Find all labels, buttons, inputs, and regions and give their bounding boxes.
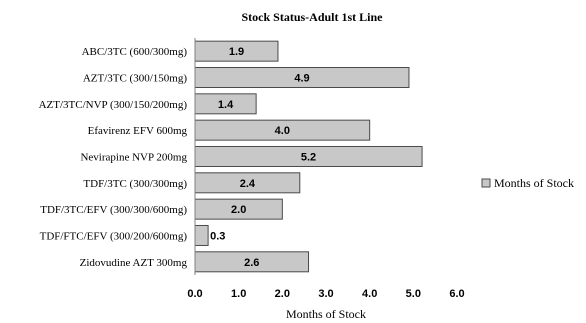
- category-label: AZT/3TC/NVP (300/150/200mg): [39, 99, 188, 111]
- category-label: TDF/3TC (300/300mg): [83, 178, 187, 190]
- legend-label: Months of Stock: [494, 176, 574, 190]
- chart-title: Stock Status-Adult 1st Line: [241, 10, 383, 24]
- data-label: 2.4: [240, 178, 256, 190]
- category-label: Efavirenz EFV 600mg: [88, 125, 188, 137]
- x-tick-label: 0.0: [187, 288, 202, 300]
- data-label: 2.0: [231, 204, 246, 216]
- x-axis-ticks: 0.0 1.0 2.0 3.0 4.0 5.0 6.0: [187, 288, 464, 300]
- data-label: 1.4: [218, 99, 234, 111]
- data-label: 0.3: [210, 230, 225, 242]
- data-label: 4.9: [294, 72, 309, 84]
- data-label: 2.6: [244, 257, 259, 269]
- category-label: AZT/3TC (300/150mg): [83, 72, 188, 84]
- bars-layer: ABC/3TC (600/300mg) 1.9 AZT/3TC (300/150mg…: [39, 40, 423, 273]
- data-label: 1.9: [229, 46, 244, 58]
- category-label: Nevirapine NVP 200mg: [80, 151, 187, 163]
- bar: [194, 224, 209, 246]
- category-label: Zidovudine AZT 300mg: [80, 257, 188, 269]
- x-tick-label: 2.0: [275, 288, 290, 300]
- category-label: ABC/3TC (600/300mg): [82, 46, 188, 58]
- x-tick-label: 1.0: [231, 288, 246, 300]
- x-tick-label: 4.0: [362, 288, 377, 300]
- legend-swatch: [481, 178, 491, 188]
- category-label: TDF/3TC/EFV (300/300/600mg): [40, 204, 187, 216]
- data-label: 5.2: [301, 151, 316, 163]
- x-tick-label: 6.0: [449, 288, 464, 300]
- x-axis-label: Months of Stock: [286, 307, 366, 321]
- legend: Months of Stock: [481, 176, 574, 190]
- category-label: TDF/FTC/EFV (300/200/600mg): [40, 230, 188, 242]
- x-tick-label: 5.0: [406, 288, 421, 300]
- data-label: 4.0: [275, 125, 290, 137]
- x-tick-label: 3.0: [318, 288, 333, 300]
